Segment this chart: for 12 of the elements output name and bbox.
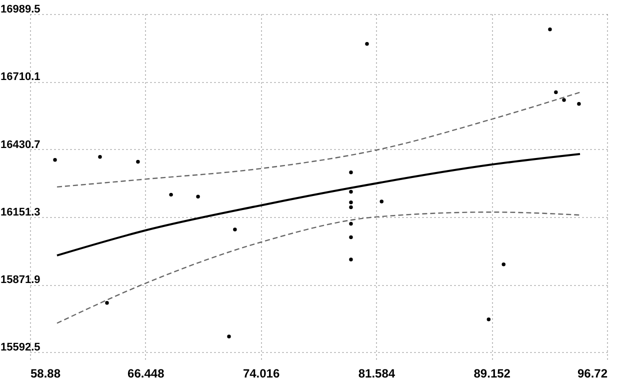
y-tick-label: 16989.5: [0, 4, 40, 16]
x-tick-label: 74.016: [242, 366, 280, 380]
x-tick-label: 58.88: [30, 366, 61, 380]
y-tick-label: 16151.3: [0, 206, 40, 218]
y-tick-label: 15871.9: [0, 274, 40, 286]
y-tick-label: 16430.7: [0, 138, 40, 151]
y-tick-label: 16710.1: [0, 71, 40, 84]
x-tick-label: 89.152: [474, 366, 511, 380]
x-tick-label: 81.584: [358, 366, 396, 380]
x-tick-label: 66.448: [128, 366, 165, 380]
y-tick-label: 15592.5: [0, 342, 40, 354]
x-tick-label: 96.72: [577, 366, 608, 380]
